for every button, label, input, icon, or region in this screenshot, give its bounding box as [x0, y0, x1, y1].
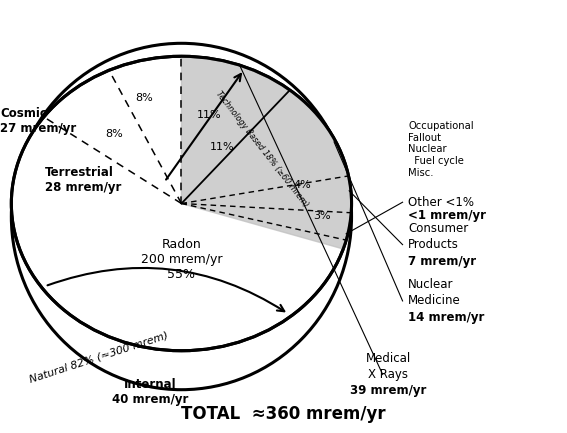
Text: 7 mrem/yr: 7 mrem/yr — [408, 255, 476, 268]
Text: Medicine: Medicine — [408, 294, 461, 307]
Text: 14 mrem/yr: 14 mrem/yr — [408, 311, 485, 324]
Text: 11%: 11% — [196, 110, 221, 120]
Text: Natural 82% (≈300 mrem): Natural 82% (≈300 mrem) — [28, 330, 170, 385]
Text: 3%: 3% — [313, 211, 331, 221]
Text: Cosmic
27 mrem/yr: Cosmic 27 mrem/yr — [0, 107, 76, 135]
Text: Nuclear: Nuclear — [408, 278, 454, 291]
Polygon shape — [181, 56, 352, 249]
Text: Internal
40 mrem/yr: Internal 40 mrem/yr — [112, 378, 188, 406]
Text: 8%: 8% — [136, 93, 153, 103]
Text: 11%: 11% — [210, 142, 234, 152]
Text: 4%: 4% — [293, 180, 311, 190]
Text: X Rays: X Rays — [369, 368, 408, 381]
Text: Other <1%: Other <1% — [408, 196, 474, 209]
Text: 39 mrem/yr: 39 mrem/yr — [350, 385, 426, 397]
Text: Products: Products — [408, 238, 459, 251]
Text: Occupational
Fallout
Nuclear
  Fuel cycle
Misc.: Occupational Fallout Nuclear Fuel cycle … — [408, 121, 474, 178]
Text: Consumer: Consumer — [408, 222, 468, 235]
Text: Medical: Medical — [366, 352, 411, 365]
Ellipse shape — [11, 56, 352, 351]
Text: 8%: 8% — [105, 129, 122, 139]
Text: Technology Based 18% (≥60 mrem): Technology Based 18% (≥60 mrem) — [214, 90, 310, 209]
Text: Radon
200 mrem/yr
55%: Radon 200 mrem/yr 55% — [141, 238, 222, 281]
Text: <1 mrem/yr: <1 mrem/yr — [408, 209, 486, 222]
Text: Terrestrial
28 mrem/yr: Terrestrial 28 mrem/yr — [45, 166, 122, 194]
Text: TOTAL  ≈360 mrem/yr: TOTAL ≈360 mrem/yr — [181, 405, 386, 423]
